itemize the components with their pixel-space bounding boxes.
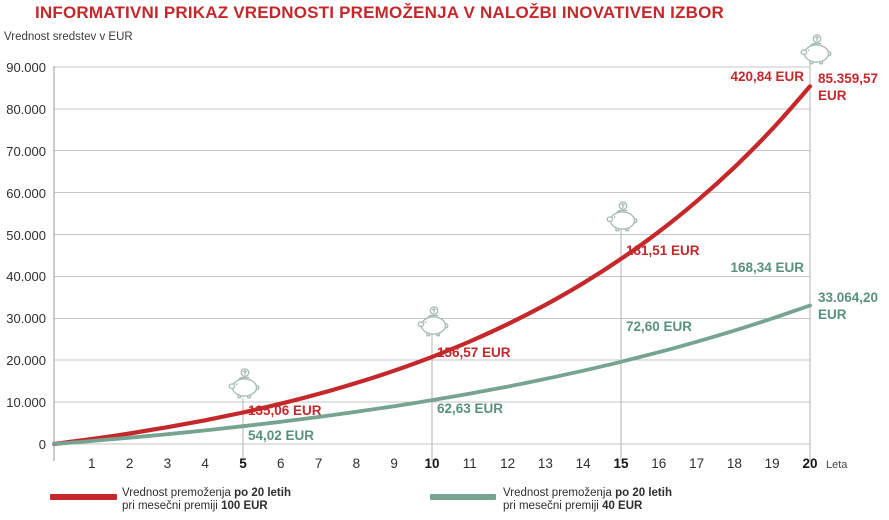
x-tick-label: 15 [613,456,629,471]
final-value-100eur: 85.359,57 EUR [818,71,879,103]
y-tick-label: 80.000 [6,101,46,117]
legend-text: Vrednost premoženja [503,487,612,499]
legend-text: pri mesečni premiji [122,500,218,512]
x-tick-label: 13 [537,456,553,471]
annotation-premium-40eur: 72,60 EUR [626,319,693,334]
legend-text: pri mesečni premiji [503,500,599,512]
x-tick-label: 1 [88,456,96,471]
y-tick-label: 90.000 [6,59,46,75]
piggy-bank-icons [228,34,832,399]
legend-text-bold: 100 EUR [221,500,268,512]
legend-item-100eur: Vrednost premoženja po 20 letih pri mese… [122,487,291,513]
gridlines [54,66,810,445]
x-axis-unit-label: Leta [826,459,848,471]
piggy-bank-icon [606,201,638,232]
y-tick-label: 50.000 [6,227,46,243]
y-tick-label: 70.000 [6,143,46,159]
y-tick-label: 30.000 [6,311,46,327]
data-series [51,84,813,447]
x-tick-label: 8 [352,456,361,471]
x-tick-label: 14 [575,456,591,471]
y-tick-label: 40.000 [6,269,46,285]
legend-item-40eur: Vrednost premoženja po 20 letih pri mese… [503,487,672,513]
x-tick-label: 2 [125,456,134,471]
annotation-premium-100eur: 420,84 EUR [730,69,804,84]
x-tick-label: 3 [163,456,172,471]
x-tick-label: 7 [314,456,323,471]
annotation-premium-40eur: 62,63 EUR [437,401,504,416]
legend-text: Vrednost premoženja [122,487,231,499]
x-tick-label: 17 [689,456,705,471]
x-tick-label: 12 [500,456,516,471]
annotation-premium-100eur: 135,06 EUR [248,403,322,418]
x-tick-label: 10 [424,456,440,471]
page-title: INFORMATIVNI PRIKAZ VREDNOSTI PREMOŽENJA… [35,3,725,22]
y-tick-label: 0 [38,437,46,452]
x-tick-label: 9 [390,456,398,471]
final-value-40eur: 33.064,20 EUR [818,290,879,322]
piggy-bank-icon [417,306,449,337]
piggy-bank-icon [228,368,260,399]
piggy-bank-icon [800,34,832,65]
y-tick-label: 60.000 [6,185,46,201]
x-tick-label: 6 [277,456,285,471]
line-series-red [51,84,813,447]
annotation-premium-100eur: 156,57 EUR [437,345,511,360]
x-tick-label: 4 [201,456,209,471]
x-tick-label: 19 [764,456,780,471]
y-axis-title: Vrednost sredstev v EUR [4,31,133,43]
line-series-green [52,303,812,446]
y-tick-label: 20.000 [6,353,46,369]
y-tick-label: 10.000 [6,395,46,411]
annotation-premium-100eur: 181,51 EUR [626,243,700,258]
x-tick-label: 20 [802,456,818,471]
legend-swatch-100eur [50,494,117,500]
annotation-premium-40eur: 54,02 EUR [248,428,315,443]
legend-text-bold: 40 EUR [602,500,643,512]
x-tick-label: 16 [651,456,667,471]
annotation-premium-40eur: 168,34 EUR [730,260,804,275]
legend-text-bold: po 20 letih [234,487,291,499]
x-tick-label: 11 [462,456,477,471]
x-tick-label: 5 [239,456,247,471]
legend-swatch-40eur [430,494,496,500]
x-tick-label: 18 [726,456,742,471]
legend-text-bold: po 20 letih [615,487,672,499]
